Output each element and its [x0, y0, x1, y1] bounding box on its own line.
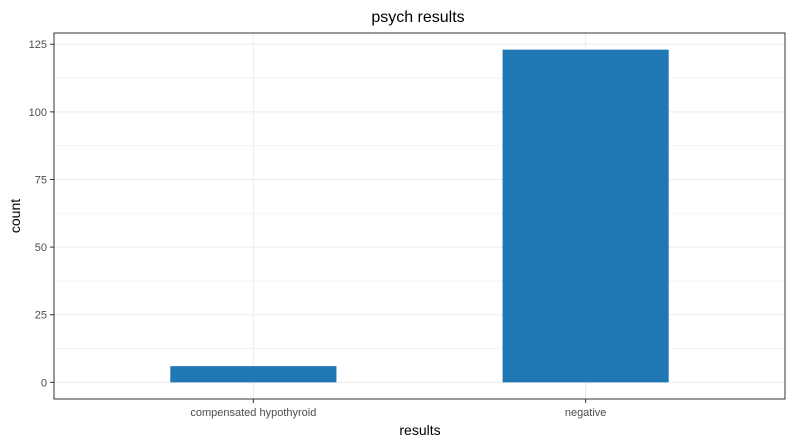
x-axis-label: results	[399, 422, 440, 438]
bar-compensated-hypothyroid	[170, 366, 337, 383]
y-tick-label: 125	[29, 39, 47, 51]
bar-negative	[502, 49, 669, 383]
y-axis-label: count	[7, 199, 23, 233]
y-tick-label: 50	[35, 242, 47, 254]
y-tick-label: 25	[35, 310, 47, 322]
y-axis: 0 25 50 75 100 125	[29, 39, 54, 389]
y-tick-label: 0	[41, 377, 47, 389]
y-tick-label: 75	[35, 174, 47, 186]
grid-lines	[54, 33, 785, 399]
x-axis: compensated hypothyroid negative	[190, 399, 606, 419]
y-tick-label: 100	[29, 107, 47, 119]
chart-title: psych results	[371, 9, 464, 26]
x-tick-label: compensated hypothyroid	[190, 407, 316, 419]
bars	[170, 49, 669, 383]
panel-border	[53, 32, 786, 400]
x-tick-label: negative	[565, 407, 607, 419]
